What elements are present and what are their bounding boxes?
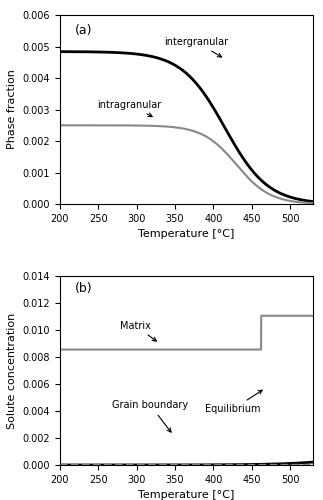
X-axis label: Temperature [°C]: Temperature [°C] [138,230,235,239]
Text: Equilibrium: Equilibrium [205,390,262,414]
Text: intragranular: intragranular [97,100,161,116]
Y-axis label: Solute concentration: Solute concentration [7,312,17,428]
Text: (a): (a) [75,24,92,38]
X-axis label: Temperature [°C]: Temperature [°C] [138,490,235,500]
Text: Grain boundary: Grain boundary [112,400,189,432]
Text: (b): (b) [75,282,93,294]
Y-axis label: Phase fraction: Phase fraction [7,70,17,150]
Text: intergranular: intergranular [164,37,229,57]
Text: Matrix: Matrix [120,320,156,341]
